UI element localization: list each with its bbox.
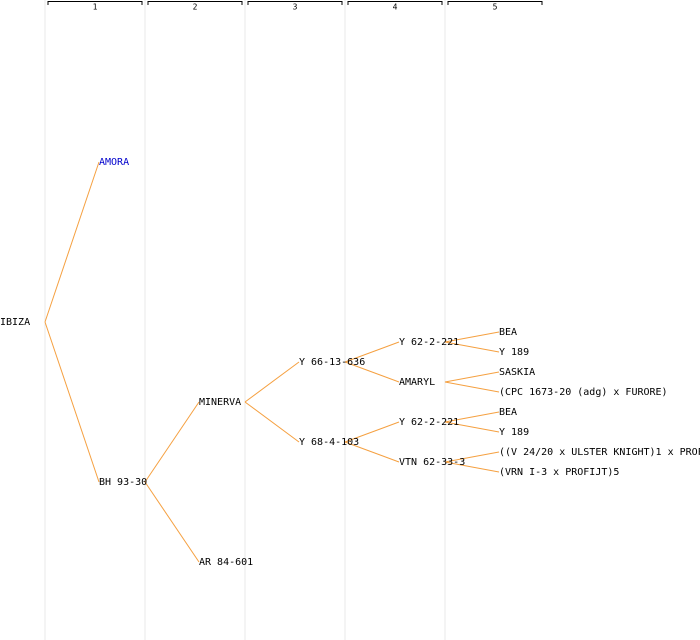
pedigree-link (444, 421, 500, 433)
pedigree-node[interactable]: Y 68-4-103 (299, 437, 359, 448)
pedigree-node[interactable]: ((V 24/20 x ULSTER KNIGHT)1 x PROFIJT) (499, 447, 700, 458)
links (44, 161, 500, 563)
pedigree-node[interactable]: AMORA (99, 157, 129, 168)
pedigree-node[interactable]: Y 62-2-221 (399, 337, 459, 348)
column-guides: 1 2 3 4 5 (44, 0, 543, 640)
column-header: 1 (93, 3, 98, 12)
pedigree-link (444, 371, 500, 383)
pedigree-link (444, 341, 500, 353)
pedigree-node[interactable]: SASKIA (499, 367, 535, 378)
pedigree-node[interactable]: Y 62-2-221 (399, 417, 459, 428)
pedigree-node[interactable]: AR 84-601 (199, 557, 253, 568)
pedigree-node[interactable]: (CPC 1673-20 (adg) x FURORE) (499, 387, 668, 398)
pedigree-link (344, 421, 400, 443)
pedigree-node[interactable]: BH 93-30 (99, 477, 147, 488)
pedigree-link (444, 381, 500, 393)
pedigree-link (444, 451, 500, 463)
pedigree-node[interactable]: VTN 62-33-3 (399, 457, 465, 468)
pedigree-node[interactable]: IBIZA (0, 317, 30, 328)
pedigree-node[interactable]: MINERVA (199, 397, 241, 408)
pedigree-node[interactable]: Y 66-13-636 (299, 357, 365, 368)
pedigree-node[interactable]: BEA (499, 407, 517, 418)
pedigree-link (44, 321, 100, 483)
column-header: 3 (293, 3, 298, 12)
labels: IBIZA AMORA BH 93-30 MINERVA Y 66-13-636 Y 62… (0, 157, 700, 568)
column-header: 5 (493, 3, 498, 12)
pedigree-link (244, 401, 300, 443)
pedigree-node[interactable]: AMARYL (399, 377, 435, 388)
column-header: 4 (393, 3, 398, 12)
pedigree-node[interactable]: Y 189 (499, 347, 529, 358)
column-bracket (347, 1, 443, 5)
column-header: 2 (193, 3, 198, 12)
pedigree-link (344, 341, 400, 363)
pedigree-link (444, 411, 500, 423)
pedigree-link (344, 441, 400, 463)
pedigree-node[interactable]: Y 189 (499, 427, 529, 438)
column-bracket (147, 1, 243, 5)
pedigree-link (444, 461, 500, 473)
pedigree-link (44, 161, 100, 323)
pedigree-node[interactable]: BEA (499, 327, 517, 338)
pedigree-link (244, 361, 300, 403)
pedigree-link (144, 401, 200, 483)
pedigree-node[interactable]: (VRN I-3 x PROFIJT)5 (499, 467, 619, 478)
pedigree-link (144, 481, 200, 563)
pedigree-link (444, 331, 500, 343)
column-bracket (447, 1, 543, 5)
column-bracket (47, 1, 143, 5)
pedigree-link (344, 361, 400, 383)
column-bracket (247, 1, 343, 5)
